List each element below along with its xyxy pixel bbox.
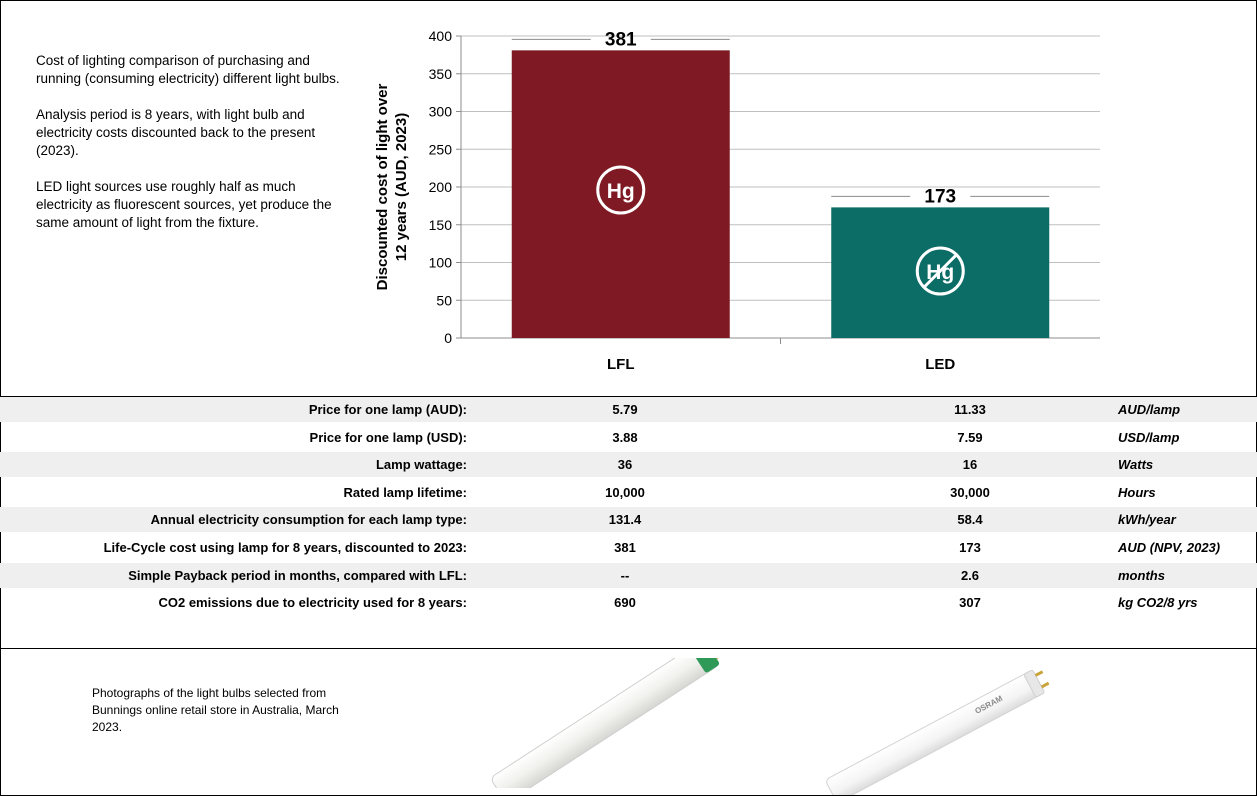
row-label: CO2 emissions due to electricity used fo… bbox=[158, 595, 467, 611]
lfl-value: 10,000 bbox=[605, 484, 645, 500]
unit-label: months bbox=[1118, 567, 1165, 583]
y-axis-label: Discounted cost of light over 12 years (A… bbox=[374, 83, 410, 290]
led-value: 11.33 bbox=[954, 402, 986, 417]
data-label-led: 173 bbox=[924, 186, 956, 207]
intro-paragraph-3: LED light sources use roughly half as mu… bbox=[36, 179, 332, 230]
row-label: Rated lamp lifetime: bbox=[343, 484, 467, 500]
table-row: Life-Cycle cost using lamp for 8 years, … bbox=[0, 535, 1257, 560]
no-mercury-icon: Hg bbox=[915, 246, 965, 296]
table-bottom-border bbox=[0, 648, 1257, 649]
unit-label: USD/lamp bbox=[1118, 429, 1180, 445]
y-tick-label: 0 bbox=[444, 330, 452, 346]
row-label: Price for one lamp (USD): bbox=[309, 429, 467, 445]
lfl-value: 5.79 bbox=[612, 402, 638, 417]
row-label: Life-Cycle cost using lamp for 8 years, … bbox=[103, 540, 467, 555]
y-tick-label: 50 bbox=[436, 292, 452, 308]
lfl-lamp-photo bbox=[491, 658, 724, 788]
x-tick-label: LED bbox=[925, 356, 955, 373]
unit-label: AUD (NPV, 2023) bbox=[1118, 540, 1221, 555]
y-tick-label: 300 bbox=[429, 104, 453, 120]
table-row: Price for one lamp (USD): 3.88 7.59 USD/lam… bbox=[0, 425, 1257, 450]
table-row: CO2 emissions due to electricity used fo… bbox=[0, 590, 1257, 615]
unit-label: Hours bbox=[1118, 484, 1156, 500]
lfl-value: 36 bbox=[617, 457, 633, 473]
led-value: 7.59 bbox=[957, 429, 983, 445]
y-tick-label: 250 bbox=[429, 141, 453, 157]
lfl-value: 131.4 bbox=[608, 512, 642, 528]
intro-paragraph-1: Cost of lighting comparison of purchasin… bbox=[36, 53, 340, 86]
bar-lfl bbox=[511, 50, 730, 338]
y-tick-label: 150 bbox=[429, 217, 453, 233]
row-label: Simple Payback period in months, compare… bbox=[128, 567, 467, 583]
lfl-value: 690 bbox=[614, 595, 636, 611]
unit-label: kg CO2/8 yrs bbox=[1118, 595, 1198, 611]
row-label: Lamp wattage: bbox=[375, 457, 467, 473]
led-value: 307 bbox=[959, 595, 981, 611]
led-value: 16 bbox=[962, 457, 978, 473]
unit-label: AUD/lamp bbox=[1118, 402, 1181, 417]
led-value: 2.6 bbox=[960, 567, 980, 583]
led-value: 30,000 bbox=[950, 484, 990, 500]
led-value: 173 bbox=[959, 540, 981, 555]
lfl-value: -- bbox=[620, 567, 630, 583]
x-tick-label: LFL bbox=[607, 356, 635, 373]
unit-label: Watts bbox=[1118, 457, 1154, 473]
table-row: Simple Payback period in months, compare… bbox=[0, 562, 1257, 588]
table-row: Annual electricity consumption for each … bbox=[0, 507, 1257, 533]
led-value: 58.4 bbox=[957, 512, 983, 528]
svg-text:Hg: Hg bbox=[607, 180, 635, 203]
unit-label: kWh/year bbox=[1118, 512, 1176, 528]
table-row: Lamp wattage: 36 16 Watts bbox=[0, 452, 1257, 478]
y-tick-label: 100 bbox=[429, 255, 453, 271]
intro-text: Cost of lighting comparison of purchasin… bbox=[36, 52, 346, 250]
row-label: Annual electricity consumption for each … bbox=[150, 512, 467, 528]
table-top-border bbox=[0, 396, 1257, 397]
row-label: Price for one lamp (AUD): bbox=[308, 402, 467, 417]
table-row: Price for one lamp (AUD): 5.79 11.33 AUD/la… bbox=[0, 397, 1257, 422]
mercury-icon: Hg bbox=[596, 165, 646, 215]
table-row: Rated lamp lifetime: 10,000 30,000 Hours bbox=[0, 480, 1257, 505]
y-tick-label: 350 bbox=[429, 66, 453, 82]
data-label-lfl: 381 bbox=[605, 29, 637, 50]
lfl-value: 3.88 bbox=[612, 429, 638, 445]
y-tick-label: 400 bbox=[429, 28, 453, 44]
intro-paragraph-2: Analysis period is 8 years, with light b… bbox=[36, 107, 316, 158]
led-lamp-photo: OSRAM bbox=[826, 669, 1050, 795]
y-tick-label: 200 bbox=[429, 179, 453, 195]
lfl-value: 381 bbox=[614, 540, 636, 555]
bar-chart: 0 50 100 150 200 250 300 350 400 Discounted cost … bbox=[374, 28, 1100, 373]
photo-caption: Photographs of the light bulbs selected … bbox=[92, 686, 339, 734]
